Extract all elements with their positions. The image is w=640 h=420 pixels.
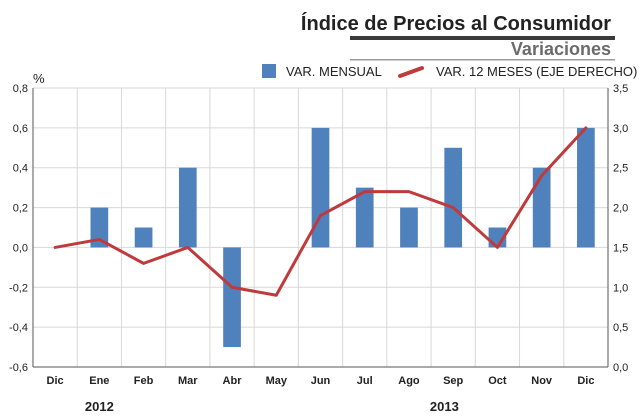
bar — [134, 227, 153, 248]
right-tick-label: 2,0 — [613, 203, 628, 215]
legend-swatch-12months — [398, 66, 424, 78]
left-tick-label: 0,0 — [13, 242, 28, 254]
x-tick-label: Ago — [398, 375, 420, 387]
left-tick-label: -0,4 — [9, 322, 28, 334]
bar — [90, 207, 109, 248]
right-tick-label: 3,0 — [613, 123, 628, 135]
year-label: 2012 — [85, 399, 114, 414]
bar — [577, 127, 595, 248]
right-tick-label: 1,5 — [613, 242, 628, 254]
left-tick-label: 0,2 — [13, 203, 28, 215]
x-tick-label: May — [266, 375, 288, 387]
x-tick-label: Jun — [311, 375, 331, 387]
right-axis-ticks: 0,0 0,5 1,0 1,5 2,0 2,5 3,0 3,5 — [613, 83, 628, 374]
right-tick-label: 1,0 — [613, 282, 628, 294]
left-axis-ticks: -0,6 -0,4 -0,2 0,0 0,2 0,4 0,6 0,8 — [9, 83, 28, 374]
line-series-12months — [53, 126, 588, 297]
x-tick-label: Dic — [47, 375, 64, 387]
x-tick-label: Jul — [357, 375, 373, 387]
right-tick-label: 0,5 — [613, 322, 628, 334]
title-underline — [350, 36, 615, 40]
bar — [311, 127, 330, 248]
bar-series-monthly — [90, 127, 595, 348]
left-tick-label: 0,6 — [13, 123, 28, 135]
axes — [32, 88, 609, 368]
left-tick-label: 0,8 — [13, 83, 28, 95]
chart-subtitle: Variaciones — [511, 39, 611, 59]
bar — [178, 167, 197, 248]
x-tick-label: Abr — [223, 375, 243, 387]
right-tick-label: 0,0 — [613, 362, 628, 374]
chart-legend: VAR. MENSUAL VAR. 12 MESES (EJE DERECHO) — [262, 64, 637, 79]
right-tick-label: 2,5 — [613, 163, 628, 175]
bar — [532, 167, 551, 248]
bar — [444, 147, 463, 248]
bar — [400, 207, 418, 248]
left-axis-unit: % — [33, 71, 45, 86]
left-tick-label: -0,2 — [9, 282, 28, 294]
year-label: 2013 — [430, 399, 459, 414]
x-tick-label: Oct — [488, 375, 507, 387]
legend-label-12months: VAR. 12 MESES (EJE DERECHO) — [436, 64, 637, 79]
legend-swatch-monthly — [262, 64, 276, 78]
x-tick-label: Mar — [178, 375, 198, 387]
x-tick-label: Ene — [89, 375, 109, 387]
chart-title: Índice de Precios al Consumidor — [301, 12, 611, 35]
x-tick-label: Sep — [443, 375, 463, 387]
left-tick-label: -0,6 — [9, 362, 28, 374]
subtitle-underline — [350, 59, 615, 61]
legend-label-monthly: VAR. MENSUAL — [286, 64, 382, 79]
year-labels: 2012 2013 — [85, 399, 459, 414]
left-tick-label: 0,4 — [13, 163, 28, 175]
x-tick-label: Feb — [134, 375, 154, 387]
x-axis-ticks: Dic Ene Feb Mar Abr May Jun Jul Ago Sep Oct Nov Dic — [47, 375, 595, 387]
right-tick-label: 3,5 — [613, 83, 628, 95]
bar — [355, 187, 374, 248]
x-tick-label: Nov — [531, 375, 553, 387]
bar — [223, 247, 241, 348]
x-tick-label: Dic — [577, 375, 594, 387]
